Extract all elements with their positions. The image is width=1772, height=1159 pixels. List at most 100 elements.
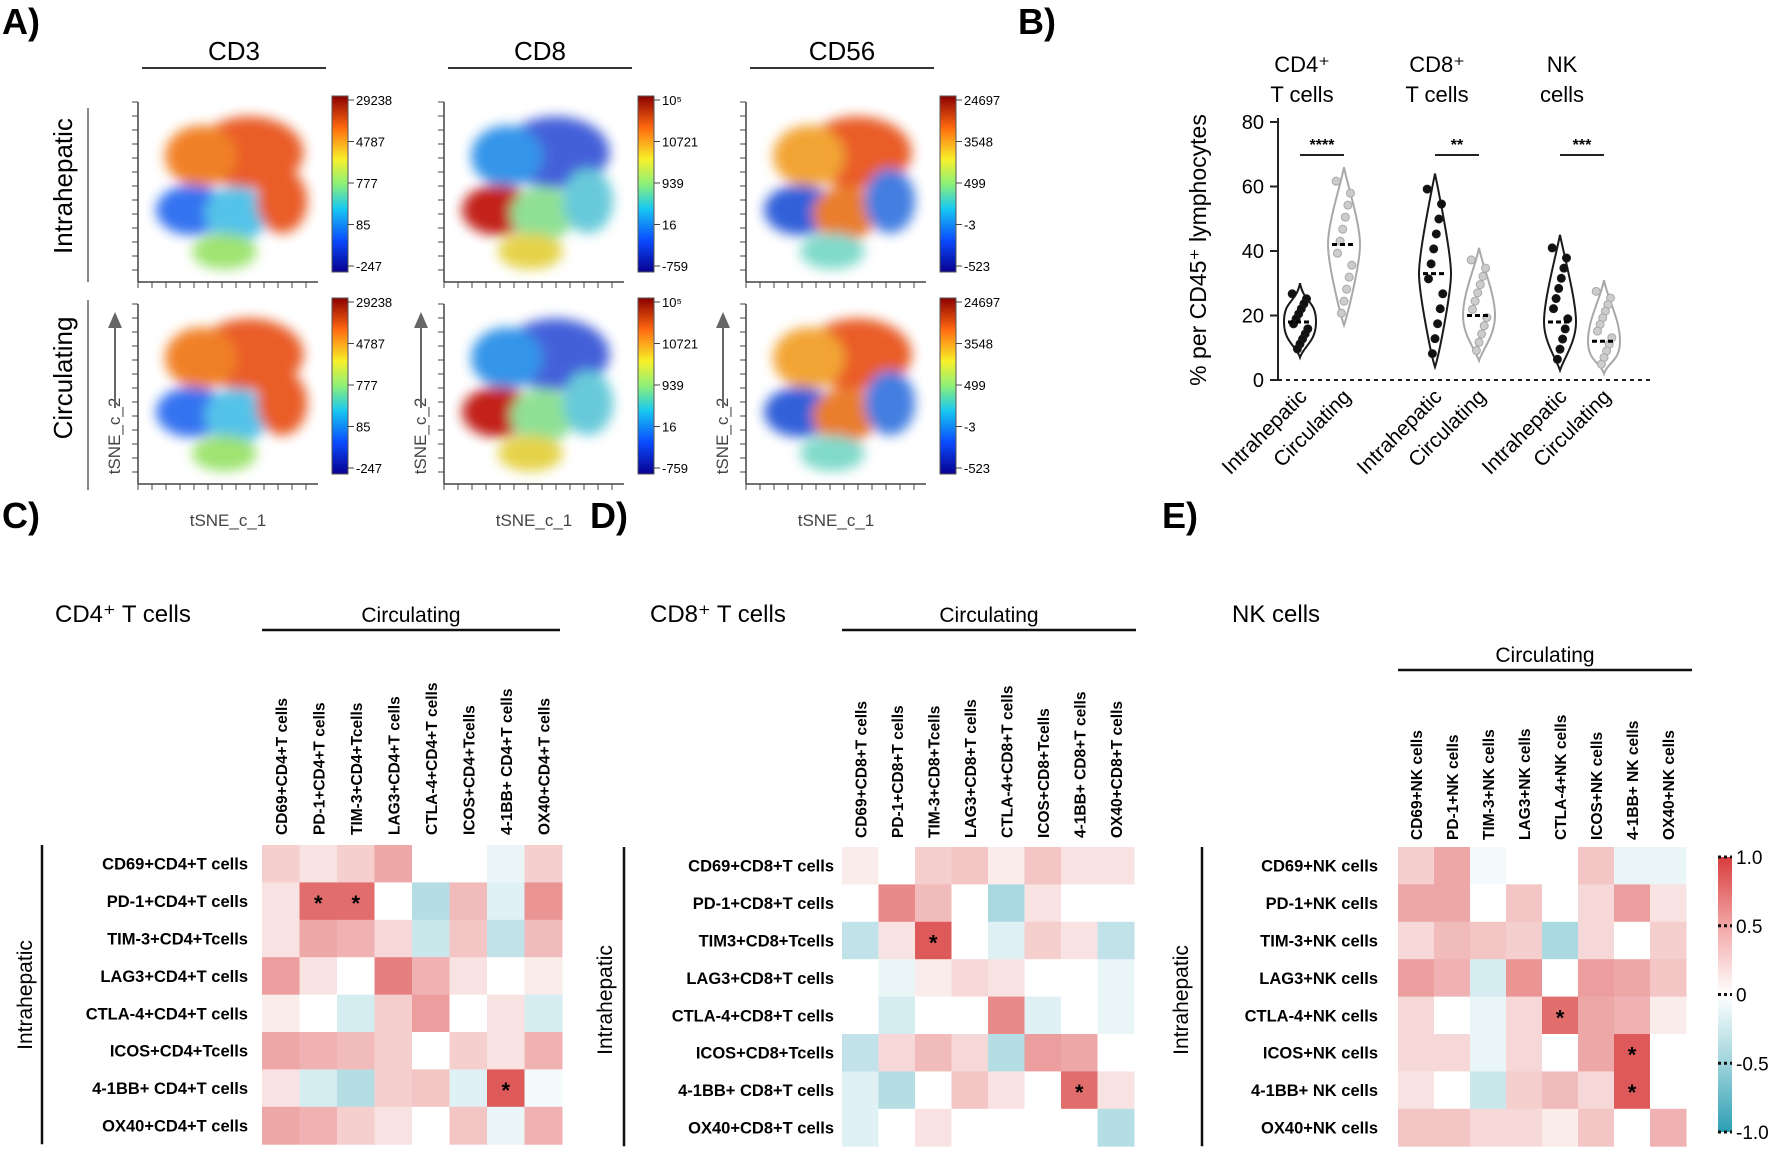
- heatmap-cell: [487, 919, 525, 958]
- heatmap-cell: [1061, 959, 1098, 998]
- heatmap-cell: [449, 919, 488, 958]
- heatmap-cell: [988, 1034, 1025, 1072]
- heatmap-cell: [842, 847, 879, 885]
- heatmap-cell: [1614, 1108, 1651, 1147]
- heatmap-cell: [1650, 884, 1687, 923]
- heatmap-cell: [1024, 959, 1062, 998]
- heatmap-title: CD8⁺ T cells: [650, 601, 786, 628]
- heatmap-cell: [262, 845, 300, 883]
- row-label: ICOS+CD4+Tcells: [110, 1043, 248, 1061]
- tsne-cluster: [773, 125, 845, 187]
- heatmap-cell: [1434, 884, 1471, 923]
- data-point: [1547, 243, 1557, 253]
- heatmap-cell: [1614, 921, 1651, 960]
- colorbar-tick-label: -247: [356, 461, 382, 476]
- column-label: CD69+NK cells: [1409, 730, 1426, 840]
- tsne-cluster: [562, 168, 614, 234]
- row-label: OX40+CD8+T cells: [688, 1120, 834, 1138]
- column-label: 4-1BB+ NK cells: [1625, 721, 1642, 840]
- group-title: T cells: [1405, 82, 1468, 107]
- heatmap-cell: [1470, 996, 1507, 1035]
- data-point: [1346, 188, 1355, 198]
- colorbar-tick-label: -0.5: [1736, 1054, 1769, 1075]
- heatmap-cell: [337, 994, 375, 1033]
- heatmap-cell: [878, 1034, 916, 1072]
- heatmap-cell: [988, 959, 1025, 998]
- heatmap-cell: [1650, 1034, 1687, 1072]
- colorbar-tick-label: 939: [662, 378, 684, 393]
- col-group-label: Circulating: [939, 604, 1038, 627]
- significance-marker: *: [314, 891, 323, 916]
- heatmap-cell: [1024, 996, 1062, 1035]
- tsne-cluster: [165, 125, 237, 187]
- data-point: [1435, 304, 1445, 314]
- heatmap-cell: [524, 882, 563, 921]
- heatmap-cell: [449, 957, 488, 996]
- colorbar-tick-label: 3548: [964, 337, 993, 352]
- column-label: LAG3+CD4+T cells: [386, 696, 403, 835]
- significance-marker: *: [1556, 1005, 1565, 1030]
- heatmap-cell: [842, 921, 879, 960]
- heatmap-cell: [1578, 996, 1615, 1035]
- heatmap-cell: [1650, 996, 1687, 1035]
- heatmap-cell: [524, 1069, 563, 1108]
- heatmap-cell: [988, 884, 1025, 923]
- tsne-cluster: [192, 435, 257, 472]
- heatmap-cell: [1434, 847, 1471, 885]
- data-point: [1427, 349, 1437, 359]
- heatmap-cell: [524, 845, 563, 883]
- colorbar: [939, 95, 957, 273]
- heatmap-cell: [842, 959, 879, 998]
- tsne-cluster: [498, 233, 563, 270]
- heatmap-cell: [1506, 921, 1543, 960]
- heatmap-cell: [412, 882, 450, 921]
- row-label: PD-1+CD4+T cells: [107, 893, 248, 911]
- row-label: OX40+CD4+T cells: [102, 1118, 248, 1136]
- heatmap-cell: [1614, 1034, 1651, 1072]
- heatmap-cell: [449, 845, 488, 883]
- heatmap-title: NK cells: [1232, 601, 1320, 628]
- tsne-cluster: [204, 186, 270, 241]
- heatmap-cell: [374, 1032, 413, 1070]
- heatmap-cell: [1578, 1034, 1615, 1072]
- heatmap-cell: [915, 996, 952, 1035]
- heatmap-cell: [1024, 1108, 1062, 1147]
- heatmap-cell: [1398, 1108, 1435, 1147]
- colorbar-tick-label: 0.5: [1736, 917, 1762, 938]
- data-point: [1478, 271, 1488, 281]
- row-label: PD-1+CD8+T cells: [693, 895, 834, 913]
- data-point: [1560, 324, 1570, 334]
- heatmap-cell: [951, 847, 989, 885]
- colorbar: [331, 297, 349, 475]
- row-group-label: Intrahepatic: [14, 940, 37, 1050]
- heatmap-cell: [412, 1106, 450, 1145]
- data-point: [1347, 260, 1357, 270]
- heatmap-cell: [1061, 996, 1098, 1035]
- heatmap-cell: [878, 1071, 916, 1110]
- heatmap-cell: [988, 1071, 1025, 1110]
- heatmap-cell: [1578, 847, 1615, 885]
- data-point: [1477, 329, 1487, 339]
- heatmap-cell: [1650, 921, 1687, 960]
- colorbar: [637, 95, 655, 273]
- heatmap-cell: [878, 921, 916, 960]
- panel-label-e: E): [1162, 495, 1198, 536]
- sig-stars: ***: [1573, 137, 1592, 154]
- heatmap-cell: [1024, 884, 1062, 923]
- panel-a-tsne: Intrahepatic Circulating CD3 29238 4787 777 85…: [48, 36, 1000, 530]
- colorbar-tick-label: 29238: [356, 295, 392, 310]
- violin: [1326, 166, 1362, 329]
- row-label: LAG3+CD4+T cells: [100, 968, 248, 986]
- data-point: [1429, 244, 1439, 254]
- heatmap-cell: [487, 845, 525, 883]
- column-label: ICOS+CD4+Tcells: [461, 705, 478, 835]
- data-point: [1331, 176, 1341, 186]
- row-label: LAG3+NK cells: [1259, 970, 1378, 988]
- colorbar-tick-label: 1.0: [1736, 848, 1762, 869]
- tsne-cluster: [471, 327, 543, 389]
- data-point: [1559, 263, 1569, 273]
- heatmap-cell: [1650, 1108, 1687, 1147]
- tsne-arrow-head: [716, 312, 730, 328]
- colorbar-tick-label: 0: [1736, 986, 1747, 1007]
- heatmap-cell: [1024, 1034, 1062, 1072]
